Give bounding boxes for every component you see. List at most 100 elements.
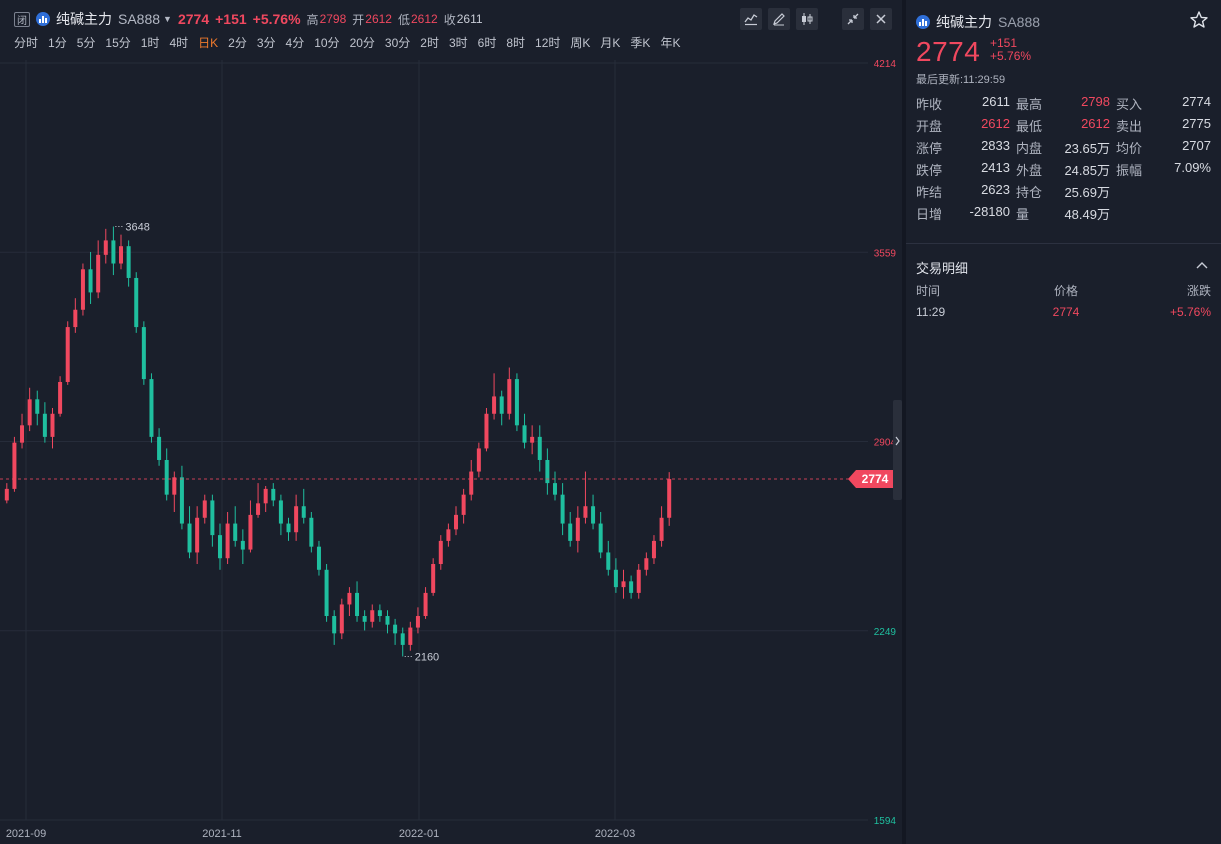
candle-body[interactable]: [621, 581, 626, 588]
indicator-button[interactable]: [740, 8, 762, 30]
candle-body[interactable]: [659, 517, 664, 541]
candle-body[interactable]: [58, 381, 63, 414]
candle-body[interactable]: [476, 448, 481, 472]
candle-body[interactable]: [12, 442, 17, 489]
candle-body[interactable]: [530, 436, 535, 443]
candle-body[interactable]: [187, 523, 192, 553]
period-tab[interactable]: 20分: [349, 36, 375, 50]
side-scroll-handle[interactable]: [893, 400, 902, 500]
candle-body[interactable]: [377, 610, 382, 617]
close-chart-button[interactable]: [870, 8, 892, 30]
candle-body[interactable]: [408, 627, 413, 645]
candle-body[interactable]: [73, 309, 78, 328]
candle-body[interactable]: [651, 540, 656, 559]
period-tab[interactable]: 4分: [285, 36, 305, 50]
candle-body[interactable]: [202, 500, 207, 518]
candle-body[interactable]: [606, 552, 611, 570]
candle-body[interactable]: [454, 514, 459, 530]
candle-body[interactable]: [522, 425, 527, 443]
candle-body[interactable]: [111, 240, 116, 264]
candle-body[interactable]: [96, 254, 101, 293]
period-tab[interactable]: 30分: [384, 36, 411, 50]
candle-body[interactable]: [438, 540, 443, 565]
candle-body[interactable]: [4, 488, 9, 501]
candle-body[interactable]: [126, 246, 131, 278]
period-tab[interactable]: 15分: [105, 36, 131, 50]
candle-type-button[interactable]: [796, 8, 818, 30]
candle-body[interactable]: [339, 604, 344, 634]
instrument-name[interactable]: 纯碱主力: [56, 11, 112, 27]
candle-body[interactable]: [362, 616, 367, 622]
period-tab[interactable]: 月K: [600, 36, 621, 50]
period-tab[interactable]: 日K: [198, 36, 219, 50]
candle-body[interactable]: [157, 436, 162, 460]
candle-body[interactable]: [332, 616, 337, 634]
candle-body[interactable]: [119, 246, 124, 264]
candle-body[interactable]: [469, 471, 474, 495]
candle-body[interactable]: [385, 616, 390, 625]
candle-body[interactable]: [537, 436, 542, 460]
draw-button[interactable]: [768, 8, 790, 30]
candle-body[interactable]: [423, 592, 428, 617]
candle-body[interactable]: [507, 379, 512, 414]
candle-body[interactable]: [210, 500, 215, 536]
period-tab[interactable]: 2时: [420, 36, 439, 50]
period-tab[interactable]: 5分: [76, 36, 96, 50]
favorite-star-icon[interactable]: [1189, 10, 1209, 30]
candle-body[interactable]: [400, 633, 405, 645]
candle-body[interactable]: [393, 624, 398, 634]
candle-body[interactable]: [355, 592, 360, 617]
candle-body[interactable]: [256, 503, 261, 515]
period-tab[interactable]: 1时: [140, 36, 160, 50]
candle-body[interactable]: [415, 616, 420, 628]
candle-body[interactable]: [179, 477, 184, 524]
candle-body[interactable]: [149, 379, 154, 437]
candle-body[interactable]: [286, 523, 291, 533]
candle-body[interactable]: [27, 399, 32, 426]
candle-body[interactable]: [591, 506, 596, 524]
candlestick-chart[interactable]: 4214 3559 2904 2249 1594 2021-09 2021-11 2022-0…: [0, 60, 902, 844]
period-tab[interactable]: 1分: [48, 36, 67, 50]
candle-body[interactable]: [552, 483, 557, 495]
period-tab[interactable]: 年K: [660, 36, 681, 50]
candle-body[interactable]: [103, 240, 108, 255]
candle-body[interactable]: [499, 396, 504, 414]
candle-body[interactable]: [598, 523, 603, 553]
candle-body[interactable]: [301, 506, 306, 518]
period-tab[interactable]: 6时: [477, 36, 497, 50]
candle-body[interactable]: [195, 517, 200, 553]
period-tab[interactable]: 季K: [630, 36, 651, 50]
candle-body[interactable]: [141, 327, 146, 380]
candle-body[interactable]: [263, 488, 268, 504]
instrument-code[interactable]: SA888: [118, 11, 161, 27]
candle-body[interactable]: [240, 540, 245, 550]
candle-body[interactable]: [42, 413, 47, 437]
candle-body[interactable]: [644, 558, 649, 570]
candle-body[interactable]: [347, 592, 352, 605]
candle-body[interactable]: [446, 529, 451, 541]
period-tab[interactable]: 3时: [448, 36, 468, 50]
candle-body[interactable]: [225, 523, 230, 559]
candle-body[interactable]: [560, 494, 565, 524]
candle-body[interactable]: [134, 277, 139, 328]
candle-body[interactable]: [514, 379, 519, 426]
candle-body[interactable]: [324, 569, 329, 617]
period-tab[interactable]: 2分: [228, 36, 247, 50]
candle-body[interactable]: [233, 523, 238, 541]
period-tab[interactable]: 分时: [14, 36, 39, 50]
candle-body[interactable]: [80, 269, 85, 310]
candle-body[interactable]: [575, 517, 580, 541]
candle-body[interactable]: [461, 494, 466, 515]
candle-body[interactable]: [65, 327, 70, 382]
period-tab[interactable]: 12时: [535, 36, 561, 50]
candle-body[interactable]: [248, 514, 253, 550]
shrink-button[interactable]: [842, 8, 864, 30]
candle-body[interactable]: [431, 564, 436, 593]
candle-body[interactable]: [88, 269, 93, 293]
candle-body[interactable]: [484, 413, 489, 449]
candle-body[interactable]: [309, 517, 314, 547]
candle-body[interactable]: [629, 581, 634, 593]
collapse-chevron-icon[interactable]: [1195, 258, 1209, 272]
candle-body[interactable]: [568, 523, 573, 541]
candle-body[interactable]: [172, 477, 177, 495]
